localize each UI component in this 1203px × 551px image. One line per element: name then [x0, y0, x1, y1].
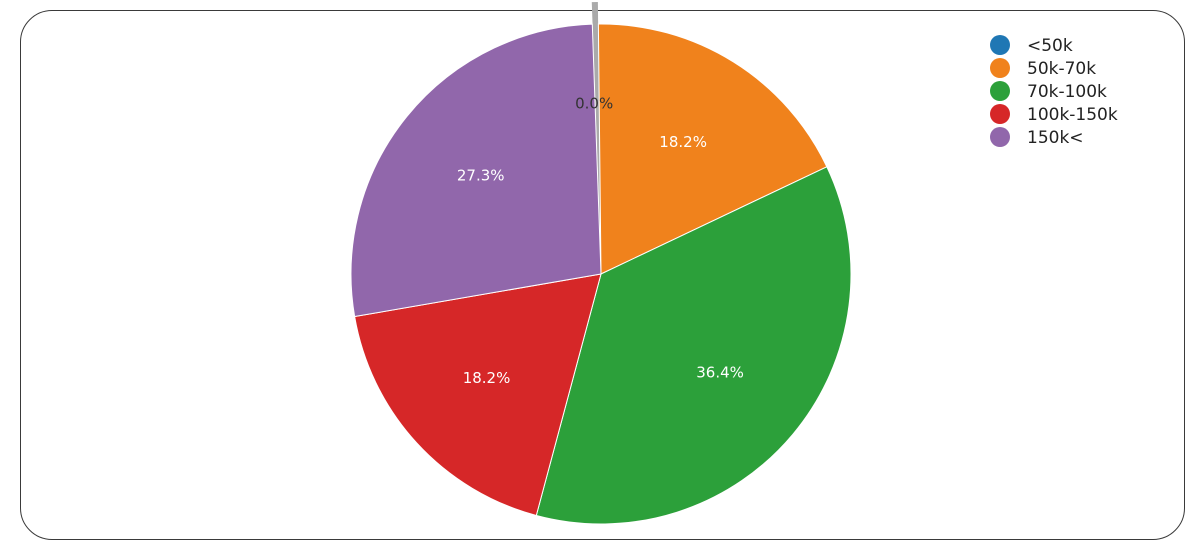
slice-label-50k-70k: 18.2%	[659, 133, 707, 151]
pie-labels: 0.0% 18.2% 36.4% 18.2% 27.3%	[457, 95, 744, 387]
legend-marker-100k-150k	[990, 104, 1010, 124]
legend: <50k 50k-70k 70k-100k 100k-150k 150k<	[990, 35, 1118, 148]
legend-marker-50k-70k	[990, 58, 1010, 78]
legend-marker-70k-100k	[990, 81, 1010, 101]
pie-slice-50k-70k	[597, 23, 828, 275]
legend-label-150klt: 150k<	[1027, 128, 1084, 148]
slice-label-lt50k: 0.0%	[575, 95, 613, 113]
legend-marker-lt50k	[990, 35, 1010, 55]
slice-label-150klt: 27.3%	[457, 167, 505, 185]
legend-label-lt50k: <50k	[1027, 36, 1073, 56]
legend-marker-150klt	[990, 127, 1010, 147]
legend-label-100k-150k: 100k-150k	[1027, 105, 1118, 125]
legend-label-70k-100k: 70k-100k	[1027, 82, 1107, 102]
pie-slices	[350, 2, 852, 525]
slice-label-70k-100k: 36.4%	[696, 364, 744, 382]
pie-slice-100k-150k	[354, 273, 602, 517]
legend-label-50k-70k: 50k-70k	[1027, 59, 1096, 79]
pie-slice-70k-100k	[535, 166, 852, 525]
slice-label-100k-150k: 18.2%	[463, 369, 511, 387]
pie-slice-150klt	[350, 23, 602, 318]
